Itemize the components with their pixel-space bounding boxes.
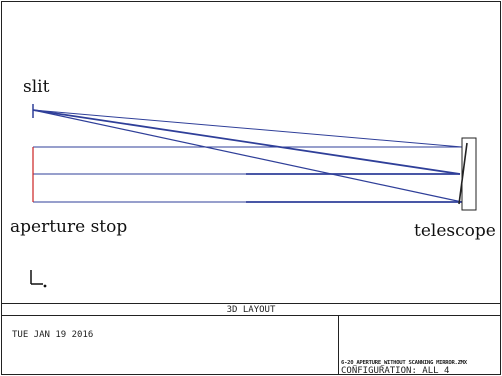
slit-label: slit [23, 77, 50, 97]
footer-title: 3D LAYOUT [226, 305, 276, 315]
footer-date: TUE JAN 19 2016 [12, 330, 94, 340]
slit-ray-bundle [32, 109, 463, 203]
ray [32, 109, 463, 203]
aperture-stop-label: aperture stop [10, 217, 128, 237]
ray [32, 109, 463, 148]
telescope-mirror [458, 137, 477, 211]
footer-table [1, 303, 501, 375]
axis-triad-icon [30, 270, 43, 285]
telescope-label: telescope [414, 221, 496, 241]
footer-configuration: CONFIGURATION: ALL 4 [341, 366, 450, 376]
ray [32, 109, 461, 175]
footer-filename: 6-20_APERTURE_WITHOUT SCANNING MIRROR.ZM… [341, 360, 467, 366]
collimated-ray-bundle [33, 146, 462, 203]
axis-origin-dot [43, 284, 47, 288]
